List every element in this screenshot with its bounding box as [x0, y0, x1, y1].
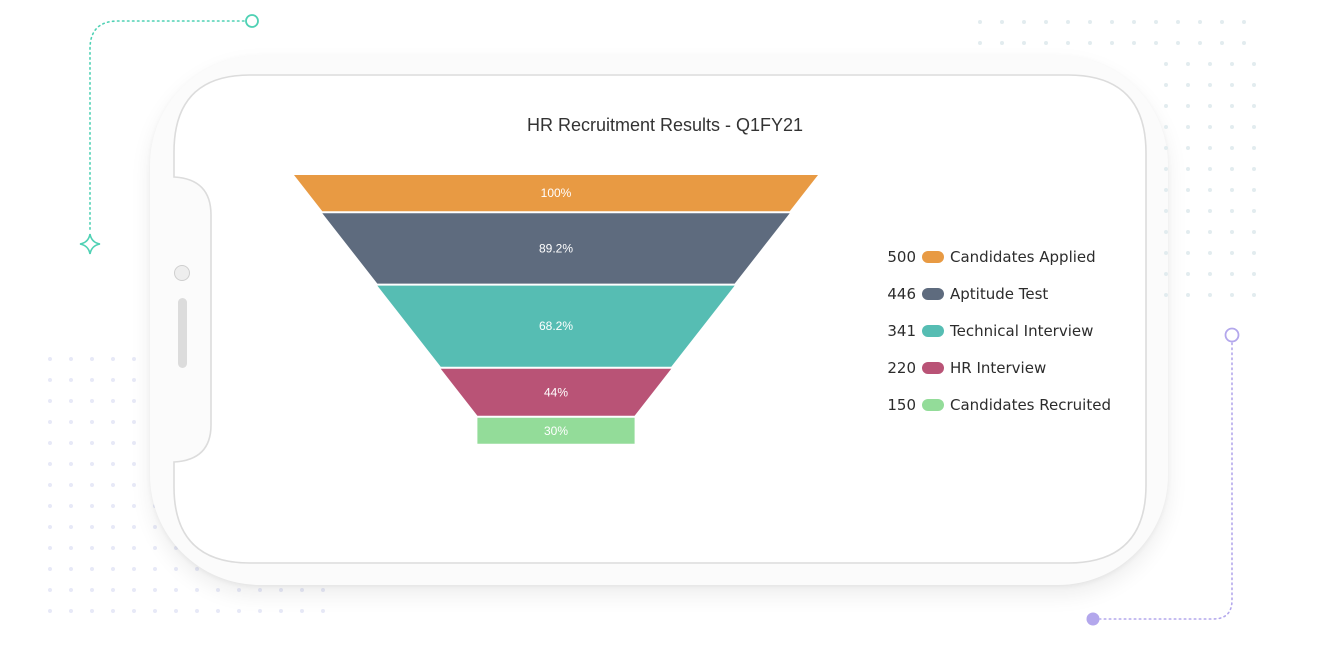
funnel-stage [322, 213, 790, 284]
legend-swatch [922, 325, 944, 337]
legend-value: 341 [887, 322, 916, 340]
purple-ring-icon [1224, 327, 1240, 343]
legend-label: Aptitude Test [950, 285, 1048, 303]
purple-dotted-connector [1099, 342, 1233, 620]
funnel-stage-percent-label: 89.2% [539, 241, 573, 255]
teal-ring-icon [245, 14, 259, 28]
legend-swatch [922, 399, 944, 411]
legend-label: HR Interview [950, 359, 1046, 377]
funnel-stage-percent-label: 68.2% [539, 319, 573, 333]
funnel-stage [477, 417, 635, 444]
legend-value: 446 [887, 285, 916, 303]
legend-value: 220 [887, 359, 916, 377]
legend-swatch [922, 251, 944, 263]
funnel-stages: 100% 89.2% 68.2% 44% 30% [294, 175, 818, 444]
funnel-stage-percent-label: 30% [544, 424, 568, 438]
funnel-stage [294, 175, 818, 212]
legend: 500 Candidates Applied 446 Aptitude Test 341… [887, 248, 1111, 414]
legend-value: 150 [887, 396, 916, 414]
legend-label: Candidates Recruited [950, 396, 1111, 414]
funnel-stage-percent-label: 100% [541, 186, 572, 200]
sparkle-icon [79, 233, 101, 255]
phone-home-button [174, 265, 190, 281]
legend-value: 500 [887, 248, 916, 266]
purple-dot-icon [1086, 612, 1100, 626]
decorative-dot-column-right [1164, 62, 1256, 297]
funnel-stage [440, 368, 672, 416]
chart-title: HR Recruitment Results - Q1FY21 [527, 115, 803, 135]
legend-swatch [922, 288, 944, 300]
legend-label: Candidates Applied [950, 248, 1096, 266]
teal-dotted-connector [89, 20, 245, 231]
funnel-stage [377, 285, 735, 367]
phone-side-slider [178, 298, 187, 368]
legend-swatch [922, 362, 944, 374]
decorative-dot-grid-top-right [978, 20, 1246, 45]
legend-label: Technical Interview [949, 322, 1093, 340]
funnel-stage-percent-label: 44% [544, 385, 568, 399]
